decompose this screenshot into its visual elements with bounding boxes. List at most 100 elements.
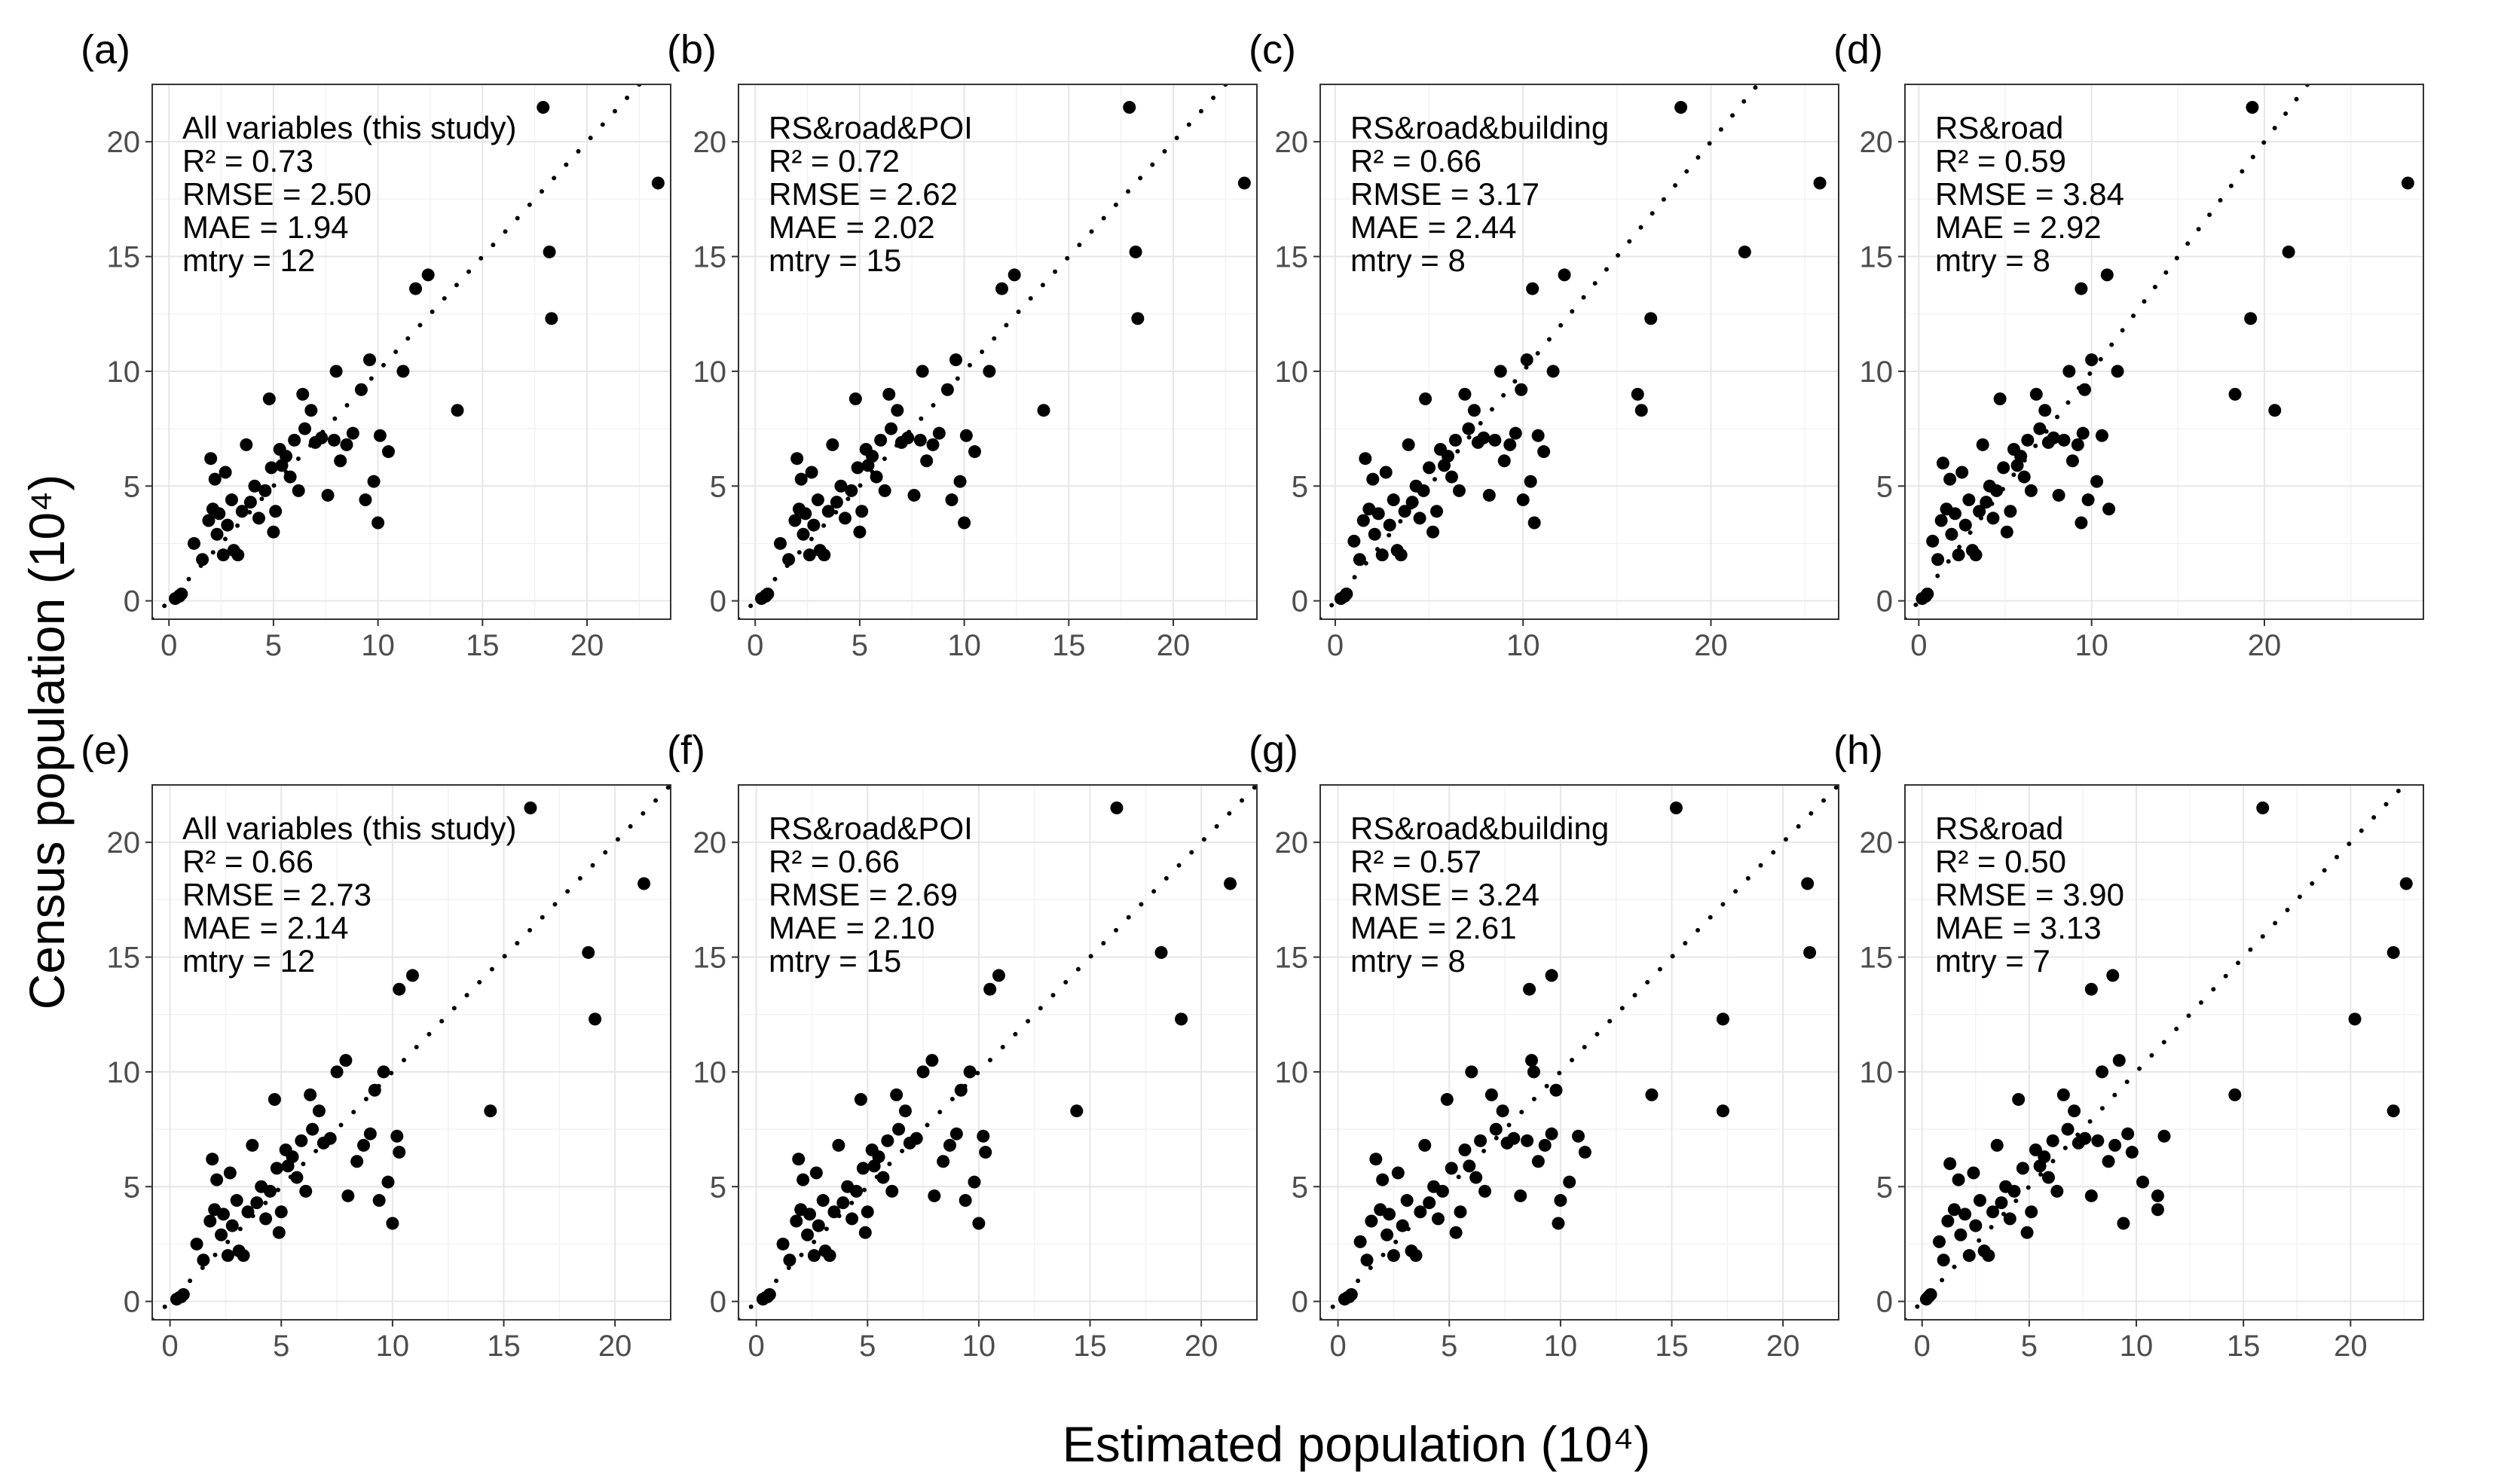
y-tick-label: 20 (693, 126, 727, 159)
data-point (346, 426, 359, 440)
data-point (866, 450, 879, 463)
y-tick-label: 20 (1860, 126, 1894, 159)
data-point (1396, 1219, 1409, 1232)
data-point (2033, 422, 2047, 435)
data-point (246, 1138, 259, 1152)
data-point (854, 1092, 867, 1106)
data-point (977, 1129, 990, 1143)
data-point (372, 1194, 386, 1208)
data-point (1342, 1290, 1356, 1304)
data-point (794, 472, 808, 486)
data-point (2136, 1175, 2150, 1189)
data-point (187, 536, 200, 550)
data-point (995, 282, 1009, 295)
data-point (1503, 438, 1517, 451)
data-point (216, 548, 230, 562)
data-point (1371, 507, 1385, 521)
data-point (221, 518, 234, 532)
data-point (1995, 1196, 2008, 1210)
data-point (1558, 268, 1571, 282)
panel-border (1319, 784, 1839, 1321)
data-point (1945, 527, 1958, 541)
y-tick-label: 10 (1860, 356, 1894, 389)
data-point (323, 1131, 337, 1145)
data-point (1990, 1138, 2004, 1152)
data-point (1986, 511, 2000, 525)
data-point (2056, 1088, 2070, 1101)
model-stat: mtry = 8 (1935, 243, 2050, 278)
x-tick-label: 5 (2021, 1330, 2038, 1363)
data-point (1941, 1214, 1955, 1228)
y-tick-label: 20 (107, 826, 141, 860)
data-point (1716, 1012, 1729, 1026)
data-point (270, 1162, 283, 1175)
y-tick-label: 15 (107, 942, 141, 975)
y-tick-label: 0 (1292, 1286, 1308, 1319)
y-tick-label: 15 (693, 942, 727, 975)
data-point (1926, 534, 1940, 548)
y-tick-label: 5 (124, 1171, 140, 1204)
data-point (2125, 1146, 2139, 1159)
data-point (1525, 1054, 1539, 1067)
data-point (543, 245, 556, 258)
data-point (1572, 1129, 1585, 1143)
data-point (1980, 496, 1993, 509)
x-tick-label: 15 (466, 629, 500, 662)
data-point (371, 516, 385, 530)
data-point (2017, 470, 2031, 484)
data-point (196, 553, 209, 566)
data-point (1383, 1208, 1396, 1221)
data-point (940, 383, 954, 396)
data-point (1669, 801, 1683, 814)
model-stat: MAE = 2.44 (1350, 209, 1517, 245)
data-point (916, 1065, 930, 1079)
data-point (1922, 1290, 1935, 1304)
data-point (1419, 392, 1432, 405)
model-title: RS&road&building (1350, 110, 1609, 145)
data-point (949, 1127, 963, 1140)
data-point (878, 484, 891, 497)
data-point (1387, 493, 1400, 507)
data-point (1463, 1159, 1476, 1173)
data-point (759, 590, 772, 603)
data-point (1563, 1175, 1576, 1189)
data-point (920, 454, 934, 468)
data-point (1520, 353, 1533, 367)
data-point (1402, 438, 1415, 451)
model-stat: R² = 0.72 (769, 143, 900, 179)
data-point (2386, 945, 2400, 959)
data-point (836, 1196, 850, 1210)
data-point (203, 1214, 217, 1228)
data-point (885, 422, 898, 435)
data-point (876, 1171, 890, 1184)
data-point (2012, 1092, 2026, 1106)
data-point (339, 1054, 353, 1067)
data-point (1974, 1194, 1987, 1208)
data-point (252, 511, 265, 525)
data-point (223, 1166, 237, 1180)
x-tick-label: 20 (2334, 1330, 2368, 1363)
data-point (296, 387, 310, 401)
x-tick-label: 20 (1766, 1330, 1800, 1363)
data-point (2081, 493, 2095, 507)
y-tick-label: 5 (124, 470, 140, 503)
x-tick-label: 5 (273, 1330, 289, 1363)
data-point (809, 1166, 823, 1180)
x-tick-label: 20 (570, 629, 604, 662)
data-point (782, 553, 796, 566)
model-stat: MAE = 2.14 (182, 910, 349, 945)
y-tick-label: 5 (710, 470, 726, 503)
data-point (1546, 365, 1560, 378)
data-point (972, 1217, 986, 1230)
data-point (1418, 1138, 1432, 1152)
model-stat: MAE = 2.10 (769, 910, 935, 945)
data-point (1369, 1153, 1383, 1166)
data-point (1465, 1065, 1478, 1079)
data-point (330, 1065, 344, 1079)
x-tick-label: 0 (1914, 1330, 1931, 1363)
x-axis-title: Estimated population (10⁴) (1062, 1416, 1650, 1472)
panel-border (738, 84, 1258, 620)
panel-plot-area (1905, 84, 2423, 619)
data-point (953, 475, 967, 488)
data-point (807, 1249, 821, 1263)
